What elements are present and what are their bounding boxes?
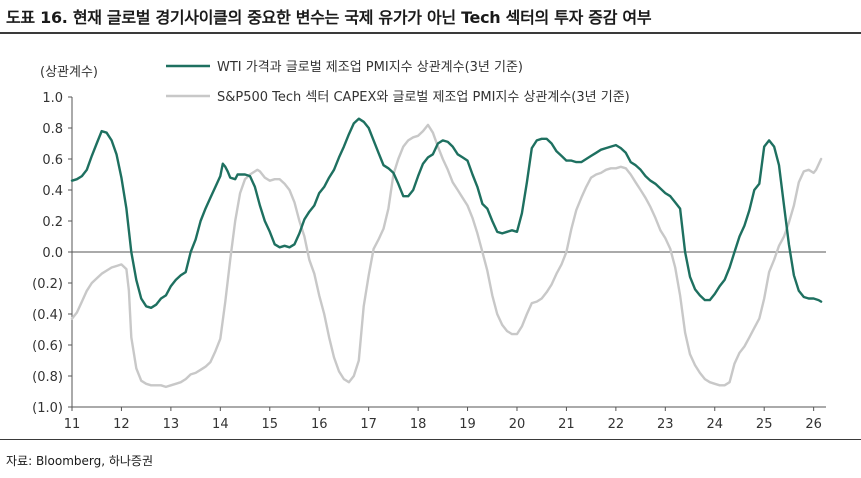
x-tick-label: 19	[459, 417, 476, 432]
series-line-tech-capex-pmi	[70, 123, 823, 389]
x-tick-label: 18	[410, 417, 427, 432]
y-axis-label: (상관계수)	[40, 65, 98, 80]
y-tick-label: (0.4)	[32, 308, 63, 323]
y-tick-label: 0.4	[42, 184, 63, 199]
series-line-wti-pmi	[70, 117, 823, 309]
correlation-line-chart: (상관계수) 1.0 0.8 0.6 0.4 0.2 0.0 (0.2) (0.4) (0.6) (…	[32, 60, 826, 432]
source-note: 자료: Bloomberg, 하나증권	[6, 454, 154, 468]
x-tick-label: 22	[608, 417, 625, 432]
y-tick-label: (0.6)	[32, 339, 63, 354]
y-tick-label: 0.2	[42, 215, 63, 230]
x-tick-label: 25	[756, 417, 773, 432]
x-tick-label: 16	[311, 417, 328, 432]
x-tick-label: 23	[657, 417, 674, 432]
x-tick-label: 17	[360, 417, 377, 432]
x-tick-label: 12	[113, 417, 130, 432]
title-divider	[0, 32, 861, 34]
x-tick-label: 20	[509, 417, 526, 432]
y-tick-label: 0.6	[42, 153, 63, 168]
x-tick-label: 24	[706, 417, 723, 432]
y-tick-label: (0.2)	[32, 277, 63, 292]
y-tick-label: (1.0)	[32, 401, 63, 416]
legend-label-tech-capex-pmi: S&P500 Tech 섹터 CAPEX와 글로벌 제조업 PMI지수 상관계수…	[217, 90, 630, 105]
y-tick-label: (0.8)	[32, 370, 63, 385]
legend: WTI 가격과 글로벌 제조업 PMI지수 상관계수(3년 기준) S&P500 …	[166, 60, 630, 105]
x-tick-label: 11	[64, 417, 81, 432]
series-layer	[70, 117, 823, 389]
x-tick-label: 26	[805, 417, 822, 432]
figure-title: 도표 16. 현재 글로벌 경기사이클의 중요한 변수는 국제 유가가 아닌 T…	[6, 8, 652, 27]
bottom-divider	[0, 439, 861, 440]
x-tick-label: 13	[163, 417, 180, 432]
x-tick-label: 14	[212, 417, 229, 432]
y-tick-label: 1.0	[42, 91, 63, 106]
legend-label-wti-pmi: WTI 가격과 글로벌 제조업 PMI지수 상관계수(3년 기준)	[217, 60, 523, 75]
x-tick-label: 15	[261, 417, 278, 432]
x-tick-label: 21	[558, 417, 575, 432]
y-tick-label: 0.0	[42, 246, 63, 261]
axis-layer: (상관계수) 1.0 0.8 0.6 0.4 0.2 0.0 (0.2) (0.4) (0.6) (…	[32, 65, 826, 432]
y-tick-label: 0.8	[42, 122, 63, 137]
